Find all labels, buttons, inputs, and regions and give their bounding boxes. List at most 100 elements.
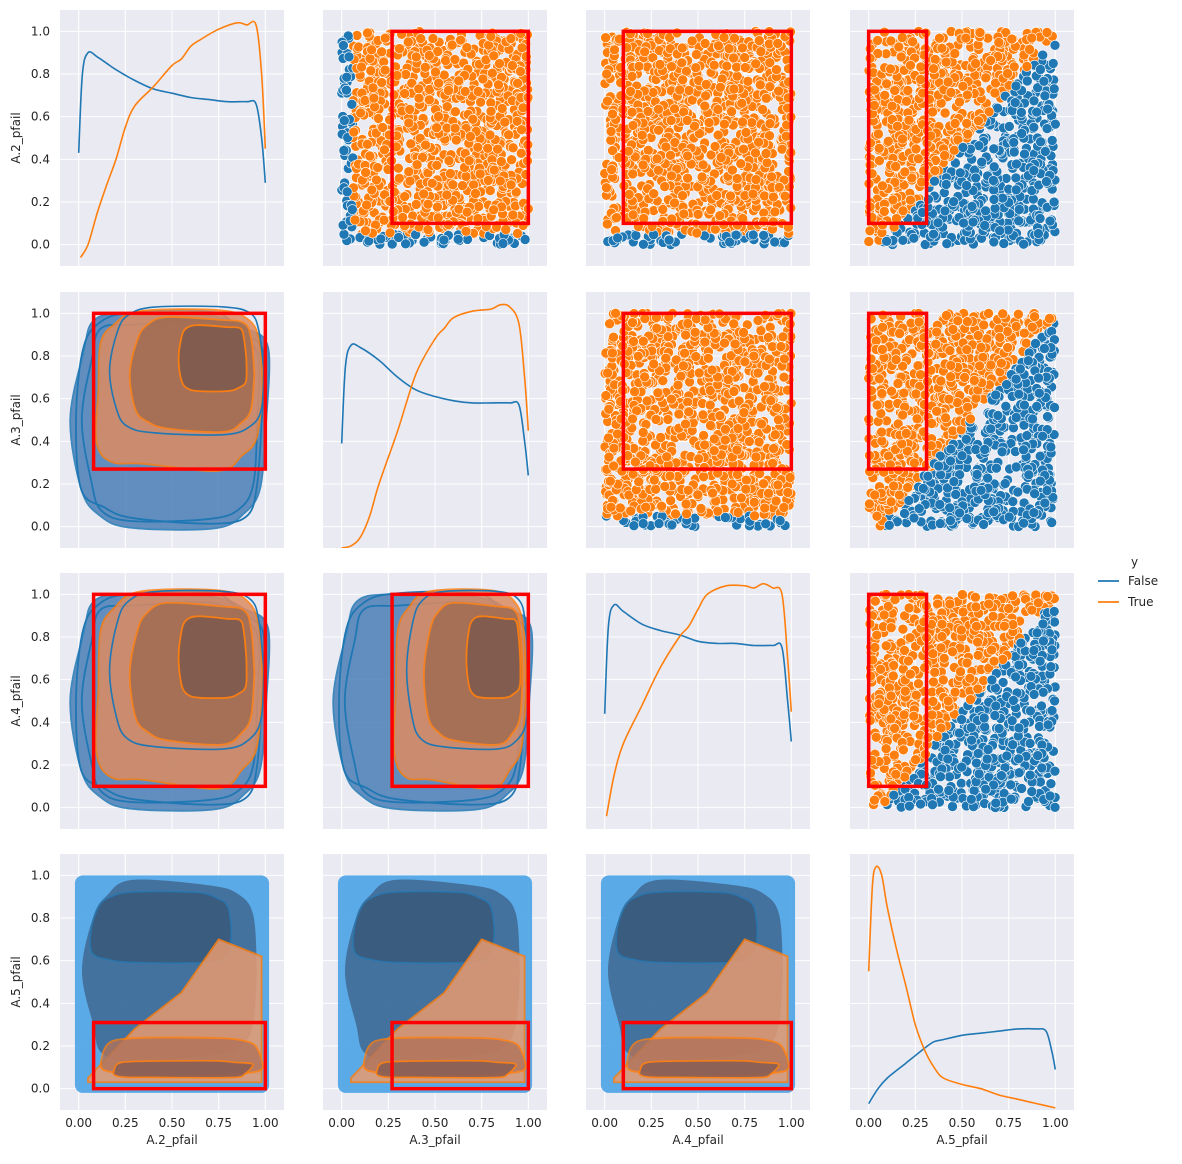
panel-0-2 [586,10,810,266]
panel-3-0: 0.0 0.2 0.4 0.6 0.8 1.0 A.5_pfail 0.00 0.25 0.50 0… [9,854,284,1147]
y-tick-label: 0.4 [31,152,50,166]
x-tick-label: 0.50 [685,1116,712,1130]
x-tick-label: 0.50 [949,1116,976,1130]
x-tick-label: 0.50 [159,1116,186,1130]
y-tick-label: 0.6 [31,673,50,687]
y-tick-label: 1.0 [31,868,50,882]
x-tick-label: 0.75 [468,1116,495,1130]
panel-1-1 [323,292,547,548]
panel-3-2: 0.00 0.25 0.50 0.75 1.00 A.4_pfail [586,854,810,1147]
y-tick-label: 0.4 [31,434,50,448]
kde-curve-false [340,343,530,476]
x-tick-label: 1.00 [252,1116,279,1130]
panel-2-3 [850,573,1074,829]
legend-label-false: False [1128,574,1158,588]
panel-2-2 [586,573,810,829]
gridlines [323,292,547,548]
y-tick-label: 1.0 [31,24,50,38]
x-tick-label: 0.75 [731,1116,758,1130]
x-tick-label: 1.00 [1042,1116,1069,1130]
selection-box [621,29,794,226]
kde-contours [600,875,796,1093]
kde-curve-false [603,603,793,742]
y-tick-label: 0.8 [31,630,50,644]
y-tick-label: 0.2 [31,758,50,772]
kde-curve-false [868,1027,1057,1105]
legend-label-true: True [1127,595,1154,609]
y-tick-label: 0.0 [31,520,50,534]
kde-contours [74,875,270,1093]
panel-1-0: 0.0 0.2 0.4 0.6 0.8 1.0 A.3_pfail [9,292,284,548]
scatter-points [599,26,797,250]
kde-contours [69,588,271,812]
scatter-points [336,26,534,250]
panel-1-2 [586,292,810,548]
x-tick-label: 0.25 [112,1116,139,1130]
panel-0-0: 0.0 0.2 0.4 0.6 0.8 1.0 A.2_pfail [9,10,284,266]
x-tick-label: 0.00 [855,1116,882,1130]
selection-box [866,592,929,789]
selection-box [390,592,531,789]
y-axis-label: A.3_pfail [9,394,23,445]
selection-box [91,592,268,789]
y-axis-label: A.4_pfail [9,675,23,726]
x-tick-label: 0.75 [205,1116,232,1130]
panel-3-3: 0.00 0.25 0.50 0.75 1.00 A.5_pfail [850,854,1074,1147]
y-tick-label: 1.0 [31,306,50,320]
y-tick-label: 0.6 [31,954,50,968]
x-tick-label: 0.25 [638,1116,665,1130]
x-tick-label: 0.25 [902,1116,929,1130]
panel-0-3 [850,10,1074,266]
panel-2-0: 0.0 0.2 0.4 0.6 0.8 1.0 A.4_pfail [9,573,284,829]
x-tick-label: 0.75 [995,1116,1022,1130]
x-axis-label: A.3_pfail [409,1133,460,1147]
y-tick-label: 0.4 [31,996,50,1010]
selection-box [390,29,531,226]
kde-contours [69,305,271,531]
kde-contours [332,588,534,812]
kde-curve-false [77,51,267,183]
scatter-points [599,307,797,532]
x-tick-label: 1.00 [778,1116,805,1130]
panel-grid: 0.00.20.40.60.81.0A.2_pfail0.00.20.40.60… [9,10,1074,1147]
scatter-points [864,589,1061,813]
y-tick-label: 1.0 [31,587,50,601]
y-tick-label: 0.0 [31,1082,50,1096]
selection-box [91,311,268,471]
kde-curve-true [867,865,1056,1109]
panel-1-3 [850,292,1074,548]
kde-contours [337,875,533,1093]
y-tick-label: 0.8 [31,911,50,925]
y-tick-label: 0.4 [31,715,50,729]
y-tick-label: 0.0 [31,238,50,252]
legend: y False True [1098,555,1158,609]
x-tick-label: 1.00 [515,1116,542,1130]
kde-curve-true [341,303,530,548]
legend-title: y [1131,555,1138,569]
kde-curve-true [605,582,793,817]
panel-3-1: 0.00 0.25 0.50 0.75 1.00 A.3_pfail [323,854,547,1147]
panel-2-1 [323,573,547,829]
gridlines [60,10,284,266]
y-tick-label: 0.6 [31,392,50,406]
x-axis-label: A.5_pfail [936,1133,987,1147]
selection-box [866,311,929,471]
kde-curve-true [79,20,267,258]
selection-box [621,1020,794,1091]
selection-box [621,311,794,471]
selection-box [390,1020,531,1091]
selection-box [866,29,929,226]
y-axis-label: A.2_pfail [9,112,23,163]
y-tick-label: 0.2 [31,1039,50,1053]
x-axis-label: A.2_pfail [146,1133,197,1147]
gridlines [850,854,1074,1110]
x-tick-label: 0.00 [328,1116,355,1130]
selection-box [91,1020,268,1091]
y-tick-label: 0.8 [31,349,50,363]
y-tick-label: 0.6 [31,110,50,124]
y-tick-label: 0.2 [31,195,50,209]
y-axis-label: A.5_pfail [9,956,23,1007]
x-tick-label: 0.00 [65,1116,92,1130]
y-tick-label: 0.2 [31,477,50,491]
